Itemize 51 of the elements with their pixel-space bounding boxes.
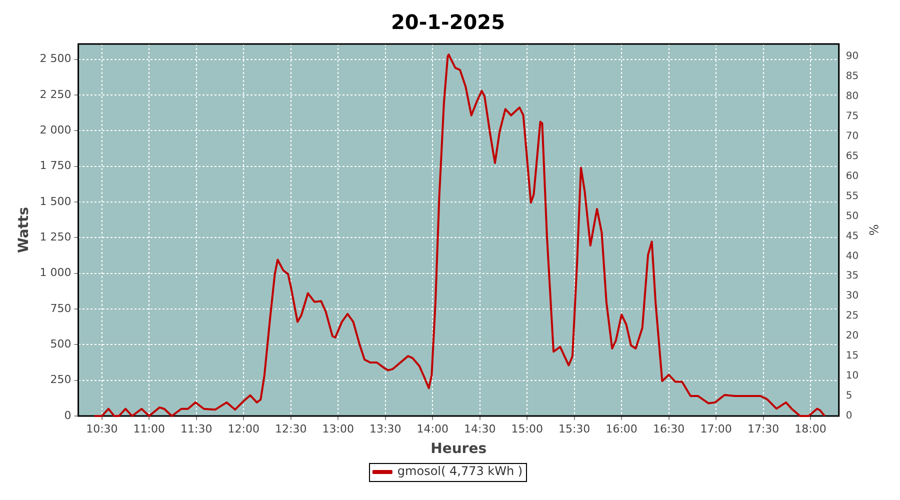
x-tick-label: 18:00 <box>794 422 826 436</box>
y2-tick-label: 80 <box>846 90 859 102</box>
y-tick-label: 1 250 <box>40 230 72 244</box>
x-axis-title: Heures <box>430 441 487 458</box>
x-tick-label: 12:30 <box>275 422 307 436</box>
y2-tick-label: 90 <box>846 50 859 62</box>
y-tick-label: 2 000 <box>40 123 72 136</box>
x-tick-label: 13:00 <box>322 422 354 436</box>
y-tick-label: 1 750 <box>40 159 72 172</box>
x-tick-label: 13:30 <box>370 422 402 436</box>
x-tick-label: 11:00 <box>133 422 166 436</box>
y-tick-label: 2 250 <box>40 88 72 101</box>
y2-tick-label: 50 <box>846 210 859 222</box>
y2-tick-label: 60 <box>846 170 859 182</box>
x-tick-label: 14:00 <box>416 422 448 436</box>
y2-tick-label: 35 <box>846 270 859 282</box>
x-tick-label: 15:00 <box>511 422 543 436</box>
x-tick-label: 11:30 <box>180 422 212 436</box>
y2-tick-label: 30 <box>846 290 859 302</box>
y2-tick-label: 40 <box>846 250 859 262</box>
x-tick-label: 10:30 <box>86 422 118 436</box>
y-tick-label: 250 <box>50 373 72 386</box>
x-tick-label: 15:30 <box>558 422 590 436</box>
y2-tick-label: 10 <box>846 370 859 382</box>
y-tick-label: 750 <box>50 302 72 315</box>
y-tick-label: 0 <box>64 408 72 422</box>
y2-tick-label: 25 <box>846 310 859 322</box>
y-tick-label: 500 <box>50 338 72 351</box>
y-axis-title: Watts <box>16 206 32 254</box>
x-tick-label: 14:30 <box>464 422 496 436</box>
y2-tick-label: 0 <box>846 410 852 422</box>
y2-axis-title: % <box>866 224 881 236</box>
x-tick-label: 16:00 <box>606 422 638 436</box>
y2-tick-label: 45 <box>846 230 859 242</box>
x-tick-label: 16:30 <box>652 422 685 436</box>
y2-tick-label: 85 <box>846 70 859 82</box>
y2-tick-label: 15 <box>846 350 859 362</box>
y2-tick-label: 70 <box>846 130 859 142</box>
y2-tick-label: 65 <box>846 150 859 162</box>
y2-tick-label: 5 <box>846 390 852 402</box>
y-tick-label: 2 500 <box>40 52 72 66</box>
y-tick-label: 1 000 <box>40 266 72 280</box>
chart-title: 20-1-2025 <box>390 10 506 34</box>
y2-tick-label: 55 <box>846 190 859 202</box>
y2-tick-label: 20 <box>846 330 859 342</box>
x-tick-label: 17:30 <box>747 422 780 436</box>
legend-label: gmosol( 4,773 kWh ) <box>397 464 523 478</box>
x-tick-label: 17:00 <box>700 422 732 436</box>
y-tick-label: 1 500 <box>40 194 72 208</box>
y2-tick-label: 75 <box>846 110 859 122</box>
x-tick-label: 12:00 <box>228 422 260 436</box>
